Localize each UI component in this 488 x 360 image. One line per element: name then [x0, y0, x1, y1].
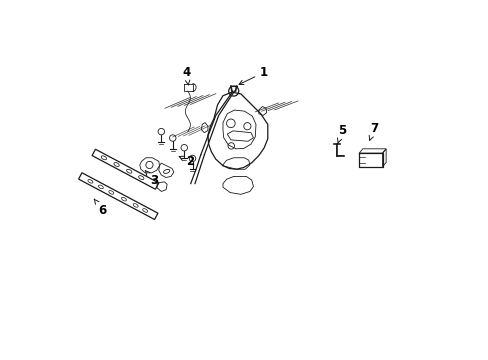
Text: 3: 3: [145, 171, 158, 187]
Text: 2: 2: [179, 155, 194, 168]
Text: 6: 6: [94, 199, 107, 217]
Text: 5: 5: [337, 124, 346, 143]
Text: 4: 4: [182, 66, 190, 85]
Text: 1: 1: [239, 66, 268, 85]
Text: 7: 7: [368, 122, 378, 140]
